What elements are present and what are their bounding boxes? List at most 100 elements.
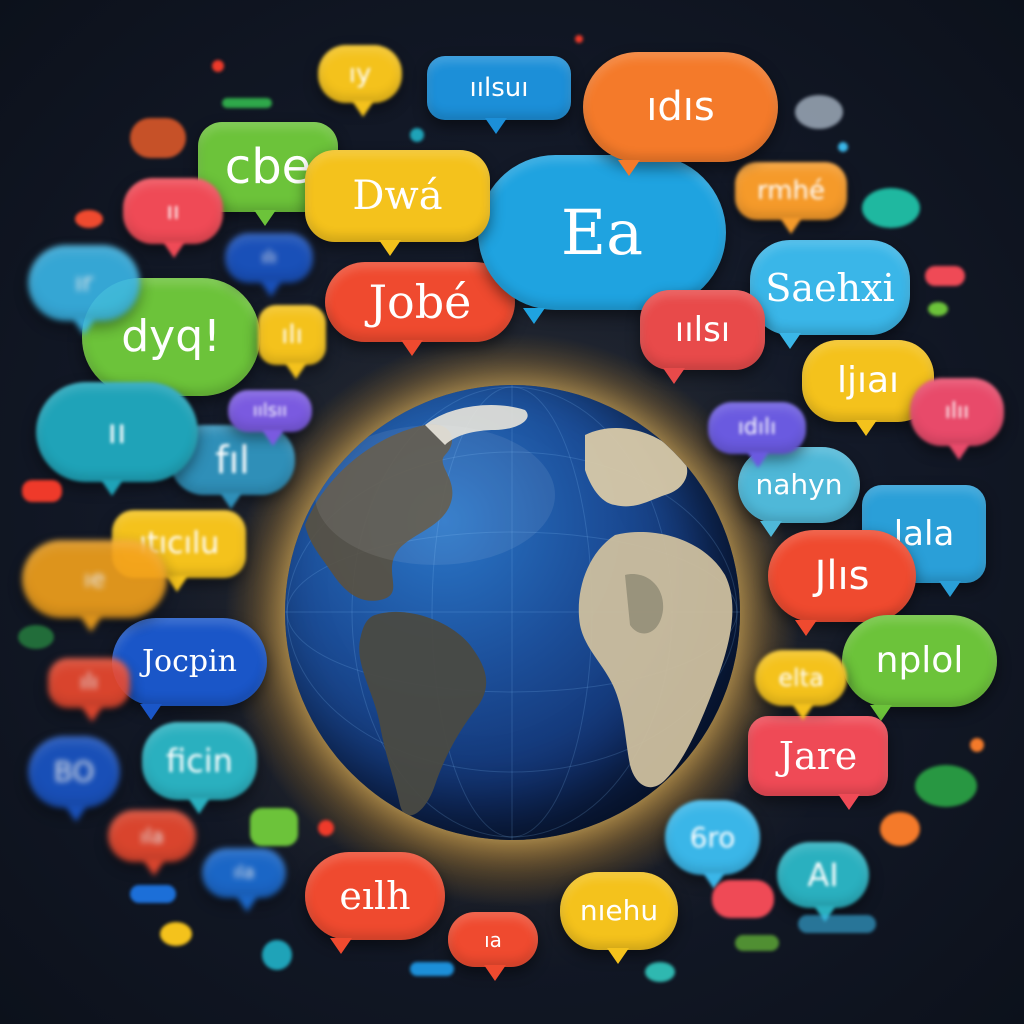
bubble-text: eılh <box>339 874 411 918</box>
bubble-text: ficin <box>166 742 233 780</box>
speech-bubble-teal-left: ır <box>28 245 140 335</box>
speech-bubble-yellow-small: ılı <box>258 305 326 379</box>
bubble-text: ıı <box>166 197 180 225</box>
bubble-text: fıl <box>215 438 250 482</box>
bubble-text: ıı <box>107 412 127 452</box>
speech-bubble-top-orange: ıdıs <box>583 52 778 176</box>
globe-graphic <box>285 385 740 840</box>
bokeh-dot <box>735 935 779 951</box>
bokeh-dot <box>318 820 334 836</box>
bubble-text: dyq! <box>121 311 221 362</box>
speech-bubble-teal-mid: ıı <box>36 382 198 496</box>
speech-bubble-rmhe: rmhé <box>735 162 847 234</box>
bubble-text: rmhé <box>756 176 826 206</box>
speech-bubble-red-left: ılı <box>48 658 130 722</box>
earth-globe <box>285 385 740 840</box>
speech-bubble-nehu: nıehu <box>560 872 678 964</box>
speech-bubble-jobe: Jobé <box>325 262 515 356</box>
speech-bubble-jocpin: Jocpin <box>112 618 267 720</box>
speech-bubble-blue-small: ılı <box>225 233 313 297</box>
bubble-text: ılıı <box>944 399 970 424</box>
speech-bubble-orange-left: ıe <box>22 540 167 632</box>
bubble-text: ıdılı <box>737 415 777 440</box>
bokeh-dot <box>18 625 54 649</box>
speech-bubble-top-blue: ıılsuı <box>427 56 571 134</box>
bokeh-dot <box>130 118 186 158</box>
bokeh-dot <box>75 210 103 228</box>
speech-bubble-nahyn: nahyn <box>738 447 860 537</box>
bubble-text: Dwá <box>352 173 443 219</box>
bubble-text: Jocpin <box>141 644 237 679</box>
bokeh-dot <box>712 880 774 918</box>
speech-bubble-large-blue: Ea <box>478 155 726 324</box>
bokeh-dot <box>862 188 920 228</box>
bokeh-dot <box>925 266 965 286</box>
speech-bubble-nplol: nplol <box>842 615 997 721</box>
bubble-text: ıla <box>233 862 255 883</box>
bokeh-dot <box>838 142 848 152</box>
speech-bubble-blue-bottom-left: ıla <box>202 848 286 912</box>
bokeh-dot <box>798 915 876 933</box>
bubble-text: nıehu <box>579 894 659 927</box>
bokeh-dot <box>130 885 176 903</box>
speech-bubble-ai: AI <box>777 842 869 922</box>
bokeh-dot <box>222 98 272 108</box>
bubble-text: ıe <box>83 565 106 593</box>
bokeh-dot <box>250 808 298 846</box>
speech-bubble-red-bottom: ıa <box>448 912 538 981</box>
bokeh-dot <box>928 302 948 316</box>
bubble-text: ıılsı <box>674 310 731 350</box>
africa <box>578 531 733 788</box>
bokeh-dot <box>160 922 192 946</box>
speech-bubble-jare: Jare <box>748 716 888 810</box>
speech-bubble-6ro: 6ro <box>665 800 760 889</box>
bubble-text: ıa <box>484 927 502 952</box>
bokeh-dot <box>262 940 292 970</box>
speech-bubble-saehxi: Saehxi <box>750 240 910 349</box>
bubble-text: 6ro <box>689 820 736 854</box>
north-america <box>305 424 453 601</box>
bokeh-dot <box>575 35 583 43</box>
bokeh-dot <box>212 60 224 72</box>
speech-bubble-elta: elta <box>755 650 847 720</box>
bubble-text: ıy <box>348 59 372 89</box>
bubble-text: ılı <box>79 670 99 695</box>
bokeh-dot <box>880 812 920 846</box>
bokeh-dot <box>915 765 977 807</box>
bubble-text: AI <box>807 856 839 894</box>
speech-bubble-purple-small: ıdılı <box>708 402 806 468</box>
speech-bubble-top-yellow: ıy <box>318 45 402 117</box>
speech-bubble-pink-left: ıı <box>123 178 223 258</box>
bubble-text: ljıaı <box>836 360 900 401</box>
bubble-text: ır <box>75 268 93 298</box>
bubble-text: elta <box>778 664 824 692</box>
bubble-text: nplol <box>875 640 964 681</box>
bubble-text: ıdıs <box>646 84 715 130</box>
bubble-text: cbe <box>224 139 312 195</box>
bubble-text: ıılsıı <box>252 400 288 421</box>
speech-bubble-pink-right: ılıı <box>910 378 1004 460</box>
bokeh-dot <box>795 95 843 129</box>
bubble-text: Jare <box>778 734 858 778</box>
bokeh-dot <box>22 480 62 502</box>
south-america <box>359 611 487 816</box>
bubble-text: ılı <box>261 247 277 268</box>
speech-bubble-purple: ıılsıı <box>228 390 312 446</box>
bubble-text: Ea <box>560 195 644 269</box>
speech-bubble-orange-right: Jlıs <box>768 530 916 636</box>
bubble-text: nahyn <box>755 468 843 501</box>
speech-bubble-ficin: ficin <box>142 722 257 814</box>
bubble-text: ıılsuı <box>469 73 529 103</box>
bubble-text: BO <box>53 755 95 788</box>
bokeh-dot <box>410 128 424 142</box>
speech-bubble-red-right: ıılsı <box>640 290 765 384</box>
speech-bubble-red-bottom-left: ıla <box>108 810 196 876</box>
bubble-text: ılı <box>281 320 303 350</box>
bokeh-dot <box>410 962 454 976</box>
bubble-text: ıla <box>140 824 164 848</box>
bokeh-dot <box>645 962 675 982</box>
speech-bubble-bo: BO <box>28 736 120 822</box>
bokeh-dot <box>970 738 984 752</box>
bubble-text: Saehxi <box>765 265 895 310</box>
